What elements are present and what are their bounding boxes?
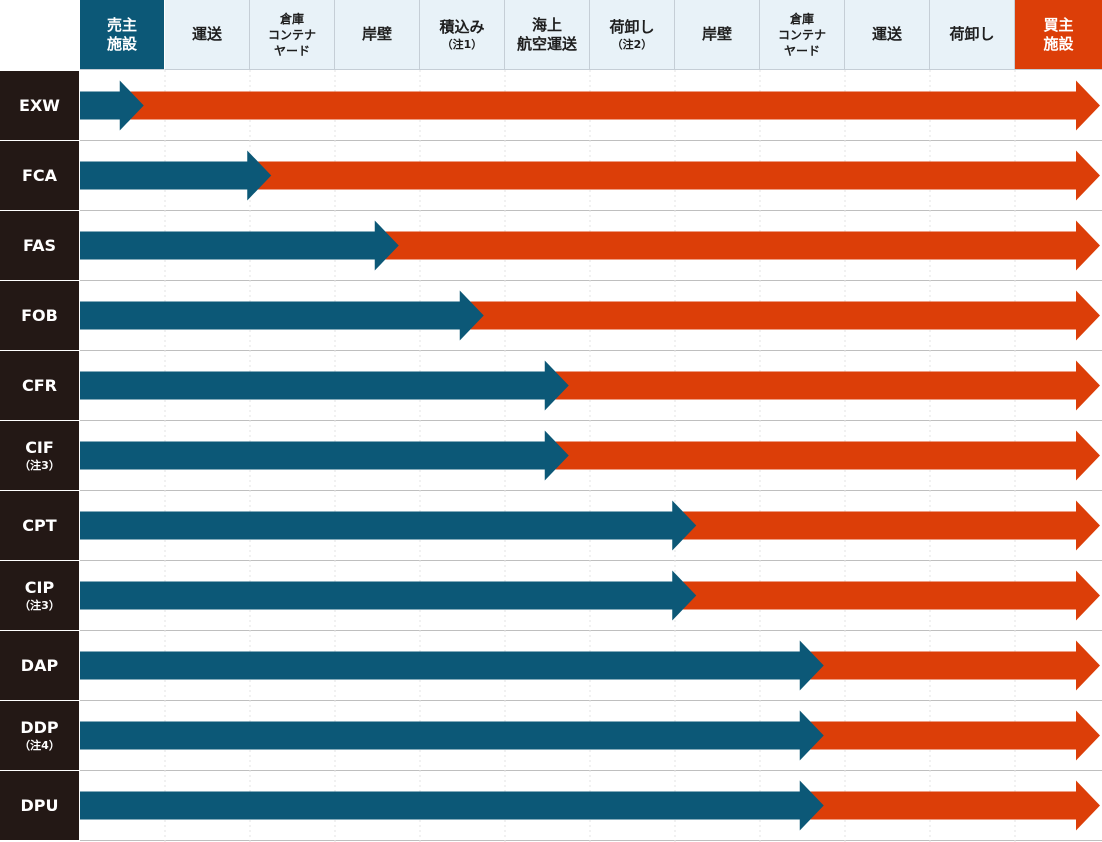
header-cell-5-line: 航空運送 [516,34,577,53]
header-cell-6-line: 荷卸し [609,17,655,36]
term-code: CFR [22,375,57,395]
header-cell-0-line: 売主 [106,15,137,34]
header-cell-8-line: コンテナ [777,27,826,42]
term-note: （注3） [19,459,60,472]
header-cell-0: 売主 施設 [80,0,165,70]
header-cell-2: 倉庫 コンテナ ヤード [250,0,335,70]
header-cell-1: 運送 [165,0,250,70]
buyer-risk-arrow [799,710,1100,761]
buyer-risk-arrow [672,570,1100,621]
header-cell-10: 荷卸し [930,0,1015,70]
header-cell-5-line: 海上 [531,15,562,34]
header-cell-4-line: 積込み [439,17,485,36]
buyer-risk-arrow [799,640,1100,691]
seller-risk-arrow [80,220,399,271]
header-cell-3: 岸壁 [335,0,420,70]
buyer-risk-arrow [459,290,1100,341]
term-label-exw: EXW [0,71,79,140]
header-cell-4-line: （注1） [441,37,483,51]
term-label-fca: FCA [0,141,79,210]
header-cell-11-line: 施設 [1043,34,1074,53]
buyer-risk-arrow [119,80,1100,131]
header-cell-3-line: 岸壁 [361,25,392,43]
term-code: CIF [25,438,54,457]
seller-risk-arrow [80,290,484,341]
buyer-risk-arrow [247,150,1100,201]
term-label-cip: CIP （注3） [0,561,79,630]
term-label-cfr: CFR [0,351,79,420]
term-label-fob: FOB [0,281,79,350]
term-code: CPT [22,515,57,535]
header-cell-4: 積込み （注1） [420,0,505,70]
header-cell-8-line: ヤード [783,43,820,58]
term-code: FAS [23,235,56,255]
seller-risk-arrow [80,710,824,761]
term-code: DPU [20,795,59,815]
term-note: （注4） [19,739,60,752]
seller-risk-arrow [80,150,272,201]
header-cell-2-line: ヤード [273,43,310,58]
header-cell-7-line: 岸壁 [701,25,732,43]
term-label-dpu: DPU [0,771,79,840]
buyer-risk-arrow [672,500,1100,551]
term-code: DDP [20,718,59,737]
header-cell-2-line: 倉庫 [279,11,304,26]
term-code: FCA [21,165,58,185]
header-cell-6: 荷卸し （注2） [590,0,675,70]
header-cell-0-line: 施設 [106,34,137,53]
term-label-dap: DAP [0,631,79,700]
header-cell-5: 海上 航空運送 [505,0,590,70]
header-cell-11: 買主 施設 [1015,0,1102,70]
seller-risk-arrow [80,360,569,411]
term-code: FOB [21,305,58,325]
header-cell-2-line: コンテナ [267,27,316,42]
buyer-risk-arrow [799,780,1100,831]
header-cell-7: 岸壁 [675,0,760,70]
header-cell-11-line: 買主 [1043,15,1074,34]
buyer-risk-arrow [544,430,1100,481]
header-cell-8: 倉庫 コンテナ ヤード [760,0,845,70]
term-label-cif: CIF （注3） [0,421,79,490]
header-cell-8-line: 倉庫 [789,11,814,26]
buyer-risk-arrow [544,360,1100,411]
term-label-fas: FAS [0,211,79,280]
header-cell-9-line: 運送 [871,25,902,43]
term-note: （注3） [19,599,60,612]
buyer-risk-arrow [374,220,1100,271]
term-code: CIP [24,578,55,597]
seller-risk-arrow [80,500,697,551]
seller-risk-arrow [80,640,824,691]
term-label-cpt: CPT [0,491,79,560]
seller-risk-arrow [80,570,697,621]
term-code: EXW [19,95,60,115]
term-label-ddp: DDP （注4） [0,701,79,770]
term-code: DAP [20,655,59,675]
header-cell-6-line: （注2） [611,37,653,51]
seller-risk-arrow [80,80,144,131]
seller-risk-arrow [80,780,824,831]
header-cell-9: 運送 [845,0,930,70]
seller-risk-arrow [80,430,569,481]
header-cell-10-line: 荷卸し [949,25,995,43]
header-cell-1-line: 運送 [191,25,222,43]
